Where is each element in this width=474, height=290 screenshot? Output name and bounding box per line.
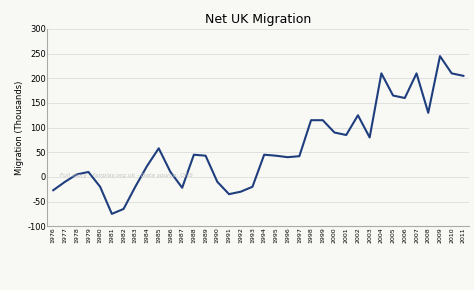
Y-axis label: Migration (Thousands): Migration (Thousands) [16,80,25,175]
Title: Net UK Migration: Net UK Migration [205,13,311,26]
Text: Full story - fairplay.org.uk - Data source: ONS: Full story - fairplay.org.uk - Data sour… [60,173,193,178]
